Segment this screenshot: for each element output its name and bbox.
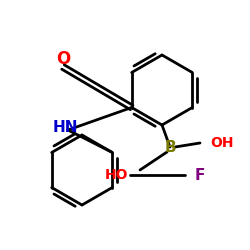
Text: HO: HO bbox=[104, 168, 128, 182]
Text: B: B bbox=[164, 140, 176, 154]
Text: HN: HN bbox=[52, 120, 78, 136]
Text: F: F bbox=[195, 168, 205, 182]
Text: O: O bbox=[56, 50, 70, 68]
Text: OH: OH bbox=[210, 136, 234, 150]
